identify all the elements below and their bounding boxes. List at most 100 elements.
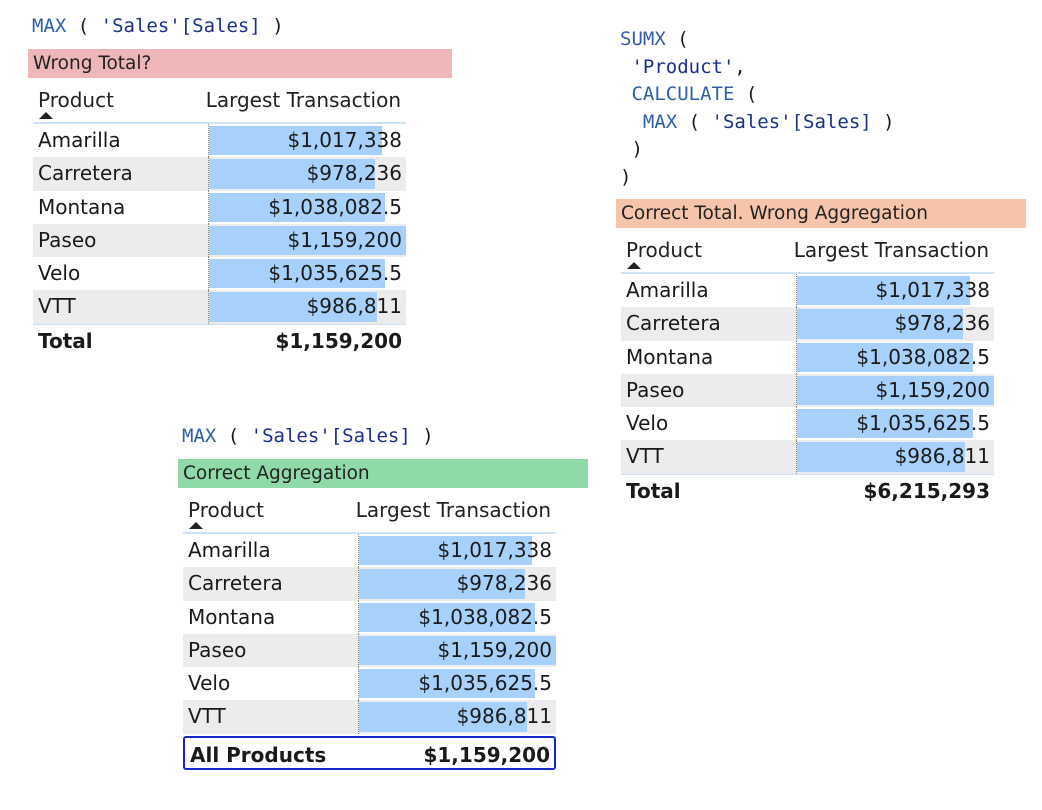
column-header-product[interactable]: Product <box>626 238 702 262</box>
product-name: Amarilla <box>188 538 271 562</box>
visual-wrong-total[interactable]: Wrong Total? Product Largest Transaction A… <box>28 49 452 358</box>
total-label: Total <box>626 478 681 503</box>
product-name: Paseo <box>38 227 97 252</box>
table-correct-aggregation[interactable]: Product Largest Transaction Amarilla $1,017… <box>183 488 556 770</box>
table-row[interactable]: Amarilla $1,017,338 <box>33 124 406 158</box>
sort-ascending-icon[interactable] <box>39 112 53 119</box>
table-row[interactable]: Velo $1,035,625.5 <box>183 667 556 701</box>
value-cell: $986,811 <box>208 290 406 324</box>
largest-transaction-value: $1,017,338 <box>875 278 990 302</box>
code-line: MAX ( 'Sales'[Sales] ) <box>642 110 895 133</box>
largest-transaction-value: $986,811 <box>306 294 402 319</box>
code-line: CALCULATE ( <box>631 83 758 105</box>
table-header: Product Largest Transaction <box>621 228 994 274</box>
total-row[interactable]: Total $6,215,293 <box>621 473 994 508</box>
data-bar <box>797 409 973 439</box>
table-row[interactable]: VTT $986,811 <box>621 440 994 474</box>
value-cell: $1,159,200 <box>796 373 994 408</box>
table-row[interactable]: VTT $986,811 <box>33 290 406 324</box>
value-cell: $1,038,082.5 <box>358 600 556 634</box>
data-bar <box>209 225 406 256</box>
column-header-largest-transaction[interactable]: Largest Transaction <box>793 238 989 262</box>
largest-transaction-value: $978,236 <box>894 311 990 336</box>
table-row[interactable]: Carretera $978,236 <box>183 567 556 601</box>
column-header-product[interactable]: Product <box>188 498 264 522</box>
banner-correct-aggregation: Correct Aggregation <box>178 459 588 488</box>
table-row[interactable]: Carretera $978,236 <box>33 157 406 191</box>
table-row[interactable]: Paseo $1,159,200 <box>183 633 556 668</box>
table-row[interactable]: Montana $1,038,082.5 <box>183 600 556 634</box>
largest-transaction-value: $1,017,338 <box>437 538 552 562</box>
table-row[interactable]: Amarilla $1,017,338 <box>183 534 556 568</box>
table-wrong-total[interactable]: Product Largest Transaction Amarilla $1,017… <box>33 78 406 358</box>
table-row[interactable]: Velo $1,035,625.5 <box>33 257 406 291</box>
sort-ascending-icon[interactable] <box>627 262 641 269</box>
table-row[interactable]: Paseo $1,159,200 <box>33 223 406 258</box>
value-cell: $1,035,625.5 <box>358 667 556 701</box>
largest-transaction-value: $1,159,200 <box>287 227 402 252</box>
value-cell: $978,236 <box>358 567 556 601</box>
product-name: Velo <box>626 411 669 436</box>
data-bar <box>209 159 376 189</box>
table-row[interactable]: Carretera $978,236 <box>621 307 994 341</box>
data-bar <box>797 309 964 339</box>
column-header-product[interactable]: Product <box>38 88 114 112</box>
visual-correct-aggregation[interactable]: Correct Aggregation Product Largest Trans… <box>178 459 588 770</box>
product-name: Montana <box>38 194 126 219</box>
total-label: Total <box>38 328 93 353</box>
product-name: Carretera <box>188 571 283 596</box>
total-value: $6,215,293 <box>863 478 990 503</box>
table-row[interactable]: VTT $986,811 <box>183 700 556 734</box>
product-name: Paseo <box>188 637 247 662</box>
code-line: 'Product', <box>631 55 746 78</box>
table-correct-total-wrong-aggregation[interactable]: Product Largest Transaction Amarilla $1,017… <box>621 228 994 508</box>
product-name: Carretera <box>626 311 721 336</box>
largest-transaction-value: $978,236 <box>306 161 402 186</box>
product-name: VTT <box>188 704 226 729</box>
code-line: MAX ( 'Sales'[Sales] ) <box>32 15 284 37</box>
product-name: Velo <box>188 671 231 696</box>
column-header-largest-transaction[interactable]: Largest Transaction <box>355 498 551 522</box>
banner-correct-total-wrong-aggregation: Correct Total. Wrong Aggregation <box>616 199 1026 228</box>
product-name: VTT <box>38 294 76 319</box>
value-cell: $986,811 <box>358 700 556 734</box>
data-bar <box>209 126 382 156</box>
product-name: Paseo <box>626 377 685 402</box>
data-bar <box>797 342 974 372</box>
total-row[interactable]: All Products $1,159,200 <box>183 735 556 770</box>
data-bar <box>359 536 532 566</box>
table-header: Product Largest Transaction <box>183 488 556 534</box>
table-row[interactable]: Velo $1,035,625.5 <box>621 407 994 441</box>
value-cell: $1,017,338 <box>796 274 994 308</box>
table-row[interactable]: Montana $1,038,082.5 <box>621 340 994 374</box>
table-row[interactable]: Paseo $1,159,200 <box>621 373 994 408</box>
value-cell: $1,035,625.5 <box>208 257 406 291</box>
code-line: SUMX ( <box>620 28 689 50</box>
total-label: All Products <box>190 742 327 767</box>
largest-transaction-value: $1,038,082.5 <box>418 604 552 629</box>
product-name: Carretera <box>38 161 133 186</box>
column-header-largest-transaction[interactable]: Largest Transaction <box>205 88 401 112</box>
visual-correct-total-wrong-aggregation[interactable]: Correct Total. Wrong Aggregation Product… <box>616 199 1026 508</box>
value-cell: $1,017,338 <box>208 124 406 158</box>
data-bar <box>209 292 377 322</box>
banner-wrong-total: Wrong Total? <box>28 49 452 78</box>
total-row[interactable]: Total $1,159,200 <box>33 323 406 358</box>
table-row[interactable]: Amarilla $1,017,338 <box>621 274 994 308</box>
value-cell: $1,017,338 <box>358 534 556 568</box>
largest-transaction-value: $1,159,200 <box>437 637 552 662</box>
dax-code-correct-aggregation: MAX ( 'Sales'[Sales] ) <box>182 423 434 451</box>
largest-transaction-value: $986,811 <box>456 704 552 729</box>
total-value: $1,159,200 <box>275 328 402 353</box>
value-cell: $978,236 <box>796 307 994 341</box>
data-bar <box>359 635 556 666</box>
product-name: Amarilla <box>38 128 121 152</box>
data-bar <box>209 192 386 222</box>
data-bar <box>797 375 994 406</box>
largest-transaction-value: $1,035,625.5 <box>418 671 552 696</box>
product-name: Velo <box>38 261 81 286</box>
sort-ascending-icon[interactable] <box>189 522 203 529</box>
data-bar <box>209 259 385 289</box>
table-row[interactable]: Montana $1,038,082.5 <box>33 190 406 224</box>
largest-transaction-value: $1,038,082.5 <box>856 344 990 369</box>
